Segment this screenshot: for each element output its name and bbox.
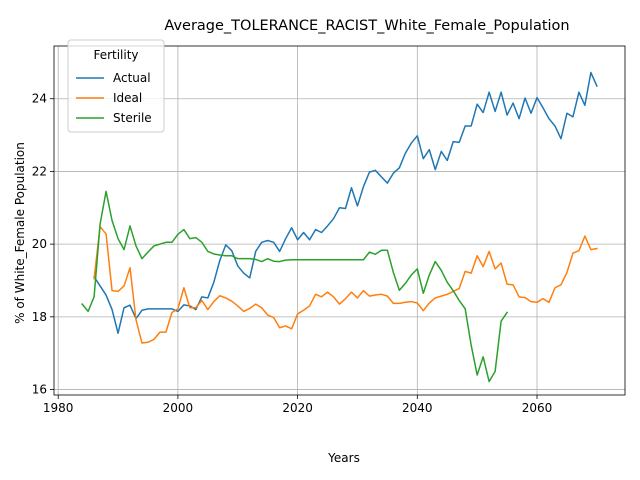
series-line-actual bbox=[93, 71, 598, 334]
legend-label-ideal: Ideal bbox=[113, 91, 142, 105]
series-line-ideal bbox=[93, 225, 598, 344]
x-tick-label: 2000 bbox=[163, 401, 194, 415]
series-line-sterile bbox=[81, 190, 509, 383]
plot-area-frame bbox=[53, 45, 626, 396]
y-tick-label: 20 bbox=[32, 237, 47, 251]
y-tick-label: 16 bbox=[32, 383, 47, 397]
y-axis-ticks: 16 18 20 22 24 bbox=[32, 92, 54, 397]
x-tick-label: 2040 bbox=[402, 401, 433, 415]
x-axis-label: Years bbox=[327, 451, 360, 465]
chart-title: Average_TOLERANCE_RACIST_White_Female_Po… bbox=[164, 18, 569, 34]
x-tick-label: 2020 bbox=[282, 401, 313, 415]
legend-items: Actual Ideal Sterile bbox=[76, 71, 152, 125]
y-axis-label: % of White_Female Population bbox=[13, 142, 27, 324]
y-tick-label: 18 bbox=[32, 310, 47, 324]
legend-box bbox=[67, 39, 165, 133]
legend-label-sterile: Sterile bbox=[113, 111, 152, 125]
x-tick-label: 1980 bbox=[43, 401, 74, 415]
x-axis-ticks: 1980 2000 2020 2040 2060 bbox=[43, 395, 552, 415]
y-tick-label: 24 bbox=[32, 92, 47, 106]
legend: Fertility Actual Ideal Sterile bbox=[67, 39, 165, 133]
legend-label-actual: Actual bbox=[113, 71, 151, 85]
series-layer bbox=[81, 71, 598, 383]
x-gridlines bbox=[57, 46, 538, 395]
y-tick-label: 22 bbox=[32, 164, 47, 178]
x-tick-label: 2060 bbox=[522, 401, 553, 415]
legend-title: Fertility bbox=[93, 48, 138, 62]
